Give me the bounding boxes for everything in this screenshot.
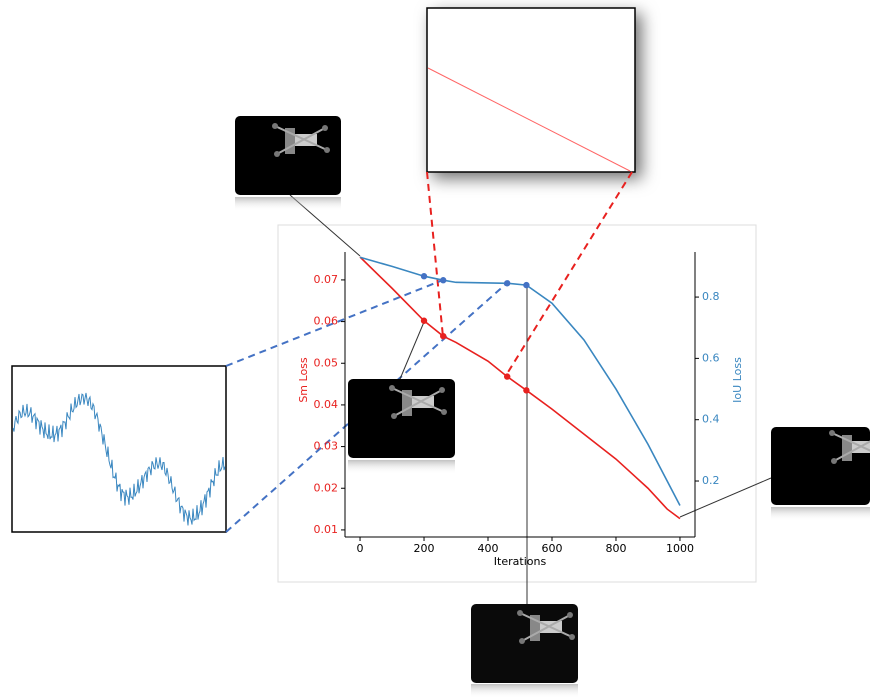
zoom-inset-left <box>11 365 227 533</box>
drone-image <box>471 604 578 698</box>
marker <box>440 277 447 284</box>
drone-image <box>771 427 870 521</box>
x-axis-label: Iterations <box>494 555 547 568</box>
marker <box>523 387 530 394</box>
annotations <box>11 7 870 698</box>
marker <box>440 332 447 340</box>
drone-image <box>348 379 455 474</box>
y-axis-label: Sm Loss <box>297 357 310 403</box>
line-1 <box>359 256 681 506</box>
x-tick-label: 200 <box>414 542 435 555</box>
y-tick-label: 0.03 <box>314 440 339 453</box>
marker <box>523 281 530 289</box>
y2-tick-label: 0.4 <box>702 413 720 426</box>
connector <box>399 321 425 380</box>
zoom-inset-top <box>426 7 636 173</box>
x-tick-label: 0 <box>357 542 364 555</box>
marker <box>420 317 428 324</box>
drone-image <box>235 116 341 211</box>
marker <box>420 273 428 280</box>
y2-tick-label: 0.2 <box>702 474 720 487</box>
y2-tick-label: 0.8 <box>702 290 720 303</box>
y-tick-label: 0.07 <box>314 273 339 286</box>
zoom-connector <box>426 171 444 338</box>
zoom-connector <box>225 279 444 367</box>
y-tick-label: 0.06 <box>314 315 339 328</box>
x-tick-label: 400 <box>478 542 499 555</box>
zoom-line <box>427 67 631 172</box>
y-tick-label: 0.05 <box>314 356 339 369</box>
zoom-connector <box>225 282 508 533</box>
line-0 <box>359 256 681 520</box>
y2-tick-label: 0.6 <box>702 351 720 364</box>
marker <box>504 373 511 380</box>
x-tick-label: 600 <box>541 542 562 555</box>
y-tick-label: 0.01 <box>314 523 339 536</box>
x-tick-label: 800 <box>605 542 626 555</box>
x-tick-label: 1000 <box>666 542 694 555</box>
marker <box>504 280 511 287</box>
y-tick-label: 0.02 <box>314 481 339 494</box>
y2-axis-label: IoU Loss <box>731 357 744 403</box>
y-tick-label: 0.04 <box>314 398 339 411</box>
zoom-line <box>12 392 226 526</box>
zoom-connector <box>504 171 633 378</box>
